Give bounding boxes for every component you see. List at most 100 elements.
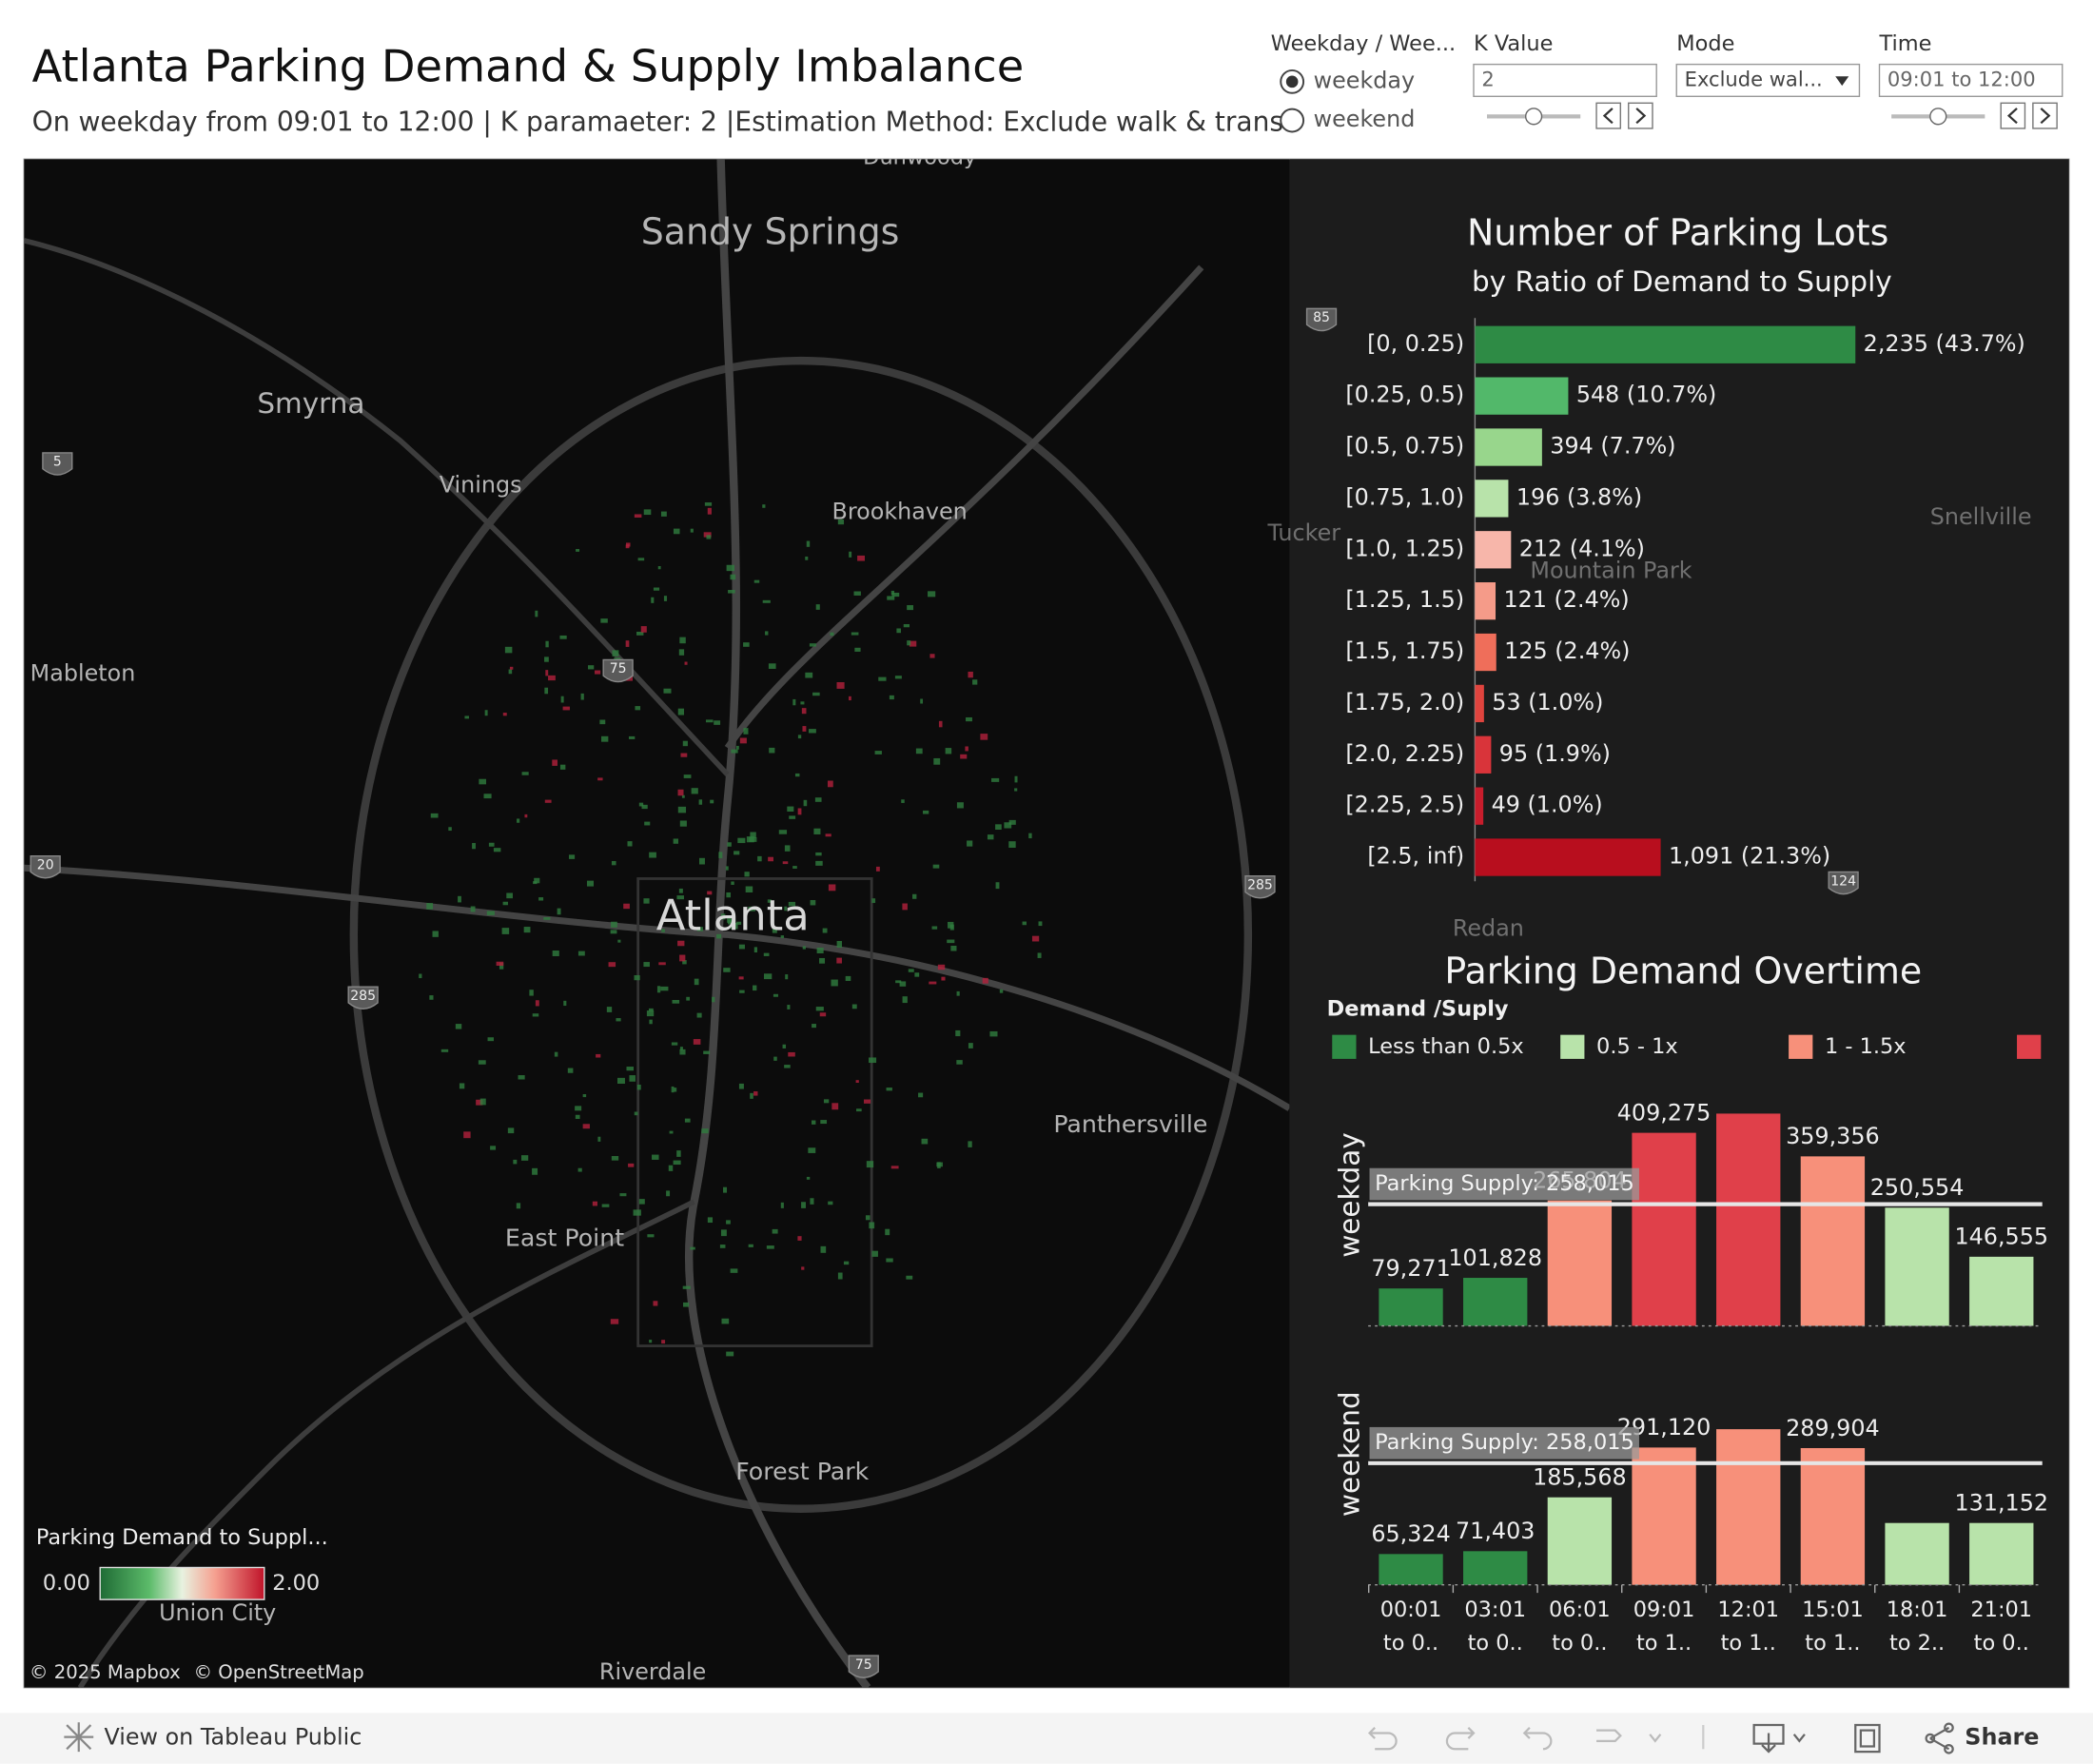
parking-lot-dot xyxy=(433,931,439,936)
step-button[interactable] xyxy=(1629,103,1653,128)
slider-thumb[interactable] xyxy=(1930,108,1946,125)
parking-lot-dot xyxy=(674,838,678,843)
parking-lot-dot xyxy=(545,641,548,648)
legend-label[interactable]: 0.5 - 1x xyxy=(1596,1034,1678,1059)
parking-lot-dot xyxy=(727,842,731,847)
parking-lot-dot xyxy=(876,867,880,872)
legend-swatch[interactable] xyxy=(1560,1035,1584,1059)
parking-lot-dot xyxy=(933,865,940,869)
radio-option[interactable]: weekday xyxy=(1314,67,1416,93)
data-label: 131,152 xyxy=(1954,1490,2048,1517)
parking-lot-dot xyxy=(471,907,476,912)
x-tick-label: 00:01 xyxy=(1380,1597,1442,1622)
y-tick-label: [2.0, 2.25) xyxy=(1345,740,1464,767)
parking-lot-dot xyxy=(683,1286,691,1289)
parking-lot-dot xyxy=(581,694,584,700)
parking-lot-dot xyxy=(429,995,433,1000)
parking-lot-dot xyxy=(903,996,908,1003)
reference-label: Parking Supply: 258,015 xyxy=(1375,1171,1634,1196)
parking-lot-dot xyxy=(595,671,600,675)
radio-button[interactable] xyxy=(1281,109,1303,132)
parking-lot-dot xyxy=(851,632,859,635)
parking-lot-dot xyxy=(634,975,639,980)
legend-swatch[interactable] xyxy=(2017,1035,2041,1059)
parking-lot-dot xyxy=(757,856,762,861)
parking-lot-dot xyxy=(647,1234,654,1237)
step-button[interactable] xyxy=(2033,103,2057,128)
parking-lot-dot xyxy=(946,748,951,754)
parking-lot-dot xyxy=(583,1124,590,1128)
k-value-input[interactable] xyxy=(1474,65,1656,97)
parking-lot-dot xyxy=(651,598,654,603)
parking-lot-dot xyxy=(720,1245,726,1248)
parking-lot-dot xyxy=(543,917,550,920)
parking-lot-dot xyxy=(601,736,608,742)
parking-lot-dot xyxy=(802,726,806,732)
legend-swatch[interactable] xyxy=(1789,1035,1812,1059)
parking-lot-dot xyxy=(626,640,630,647)
parking-lot-dot xyxy=(502,928,510,934)
parking-lot-dot xyxy=(753,986,756,991)
parking-lot-dot xyxy=(488,1037,494,1041)
slider-thumb[interactable] xyxy=(1526,108,1542,125)
parking-lot-dot xyxy=(544,688,548,695)
parking-lot-dot xyxy=(635,706,640,710)
parking-lot-dot xyxy=(820,1246,826,1253)
parking-lot-dot xyxy=(849,552,851,558)
parking-lot-dot xyxy=(559,636,566,639)
legend-label[interactable]: Less than 0.5x xyxy=(1368,1034,1524,1059)
parking-lot-dot xyxy=(972,679,977,684)
x-tick-label: to 0.. xyxy=(1974,1631,2029,1656)
parking-lot-dot xyxy=(941,977,945,981)
parking-lot-dot xyxy=(769,748,774,754)
parking-lot-dot xyxy=(545,800,552,803)
step-button[interactable] xyxy=(1596,103,1620,128)
parking-lot-dot xyxy=(561,696,564,703)
parking-lot-dot xyxy=(912,894,916,899)
parking-lot-dot xyxy=(955,1030,960,1036)
tableau-public-link[interactable]: View on Tableau Public xyxy=(104,1724,362,1751)
parking-lot-dot xyxy=(950,946,956,951)
k-value-label: K Value xyxy=(1474,31,1553,56)
radio-option[interactable]: weekend xyxy=(1314,106,1416,132)
parking-lot-dot xyxy=(1004,822,1011,828)
x-tick-label: to 1.. xyxy=(1805,1631,1860,1656)
parking-lot-dot xyxy=(928,591,935,597)
parking-lot-dot xyxy=(575,1106,581,1110)
parking-lot-dot xyxy=(887,1088,892,1090)
parking-lot-dot xyxy=(798,735,801,738)
parking-lot-dot xyxy=(699,799,702,804)
parking-lot-dot xyxy=(602,1205,610,1207)
bar xyxy=(1632,1447,1695,1584)
parking-lot-dot xyxy=(679,637,685,644)
x-tick-label: to 0.. xyxy=(1468,1631,1523,1656)
bar xyxy=(1969,1523,2033,1585)
share-button[interactable]: Share xyxy=(1965,1724,2039,1751)
parking-lot-dot xyxy=(939,721,943,727)
dashboard-title: Atlanta Parking Demand & Supply Imbalanc… xyxy=(32,41,1025,92)
map-place-label: Sandy Springs xyxy=(641,210,900,252)
parking-lot-dot xyxy=(485,710,488,715)
parking-lot-dot xyxy=(489,843,495,847)
legend-swatch[interactable] xyxy=(1332,1035,1356,1059)
highway-shield-label: 20 xyxy=(37,857,54,872)
parking-lot-dot xyxy=(705,502,712,506)
step-button[interactable] xyxy=(2001,103,2025,128)
parking-lot-dot xyxy=(726,1220,731,1224)
parking-lot-dot xyxy=(503,902,508,905)
parking-lot-dot xyxy=(643,898,649,903)
parking-lot-dot xyxy=(616,1018,620,1021)
legend-label[interactable]: 1 - 1.5x xyxy=(1825,1034,1907,1059)
data-label: 121 (2.4%) xyxy=(1503,586,1629,613)
parking-lot-dot xyxy=(765,631,768,635)
parking-lot-dot xyxy=(854,592,861,596)
mode-value: Exclude wal... xyxy=(1685,67,1823,90)
map-place-label: Panthersville xyxy=(1053,1110,1207,1138)
parking-lot-dot xyxy=(749,1245,753,1247)
parking-lot-dot xyxy=(679,649,684,655)
parking-lot-dot xyxy=(804,800,808,806)
x-tick-label: 15:01 xyxy=(1802,1597,1864,1622)
bar xyxy=(1475,378,1568,415)
data-label: 95 (1.9%) xyxy=(1499,740,1611,767)
parking-lot-dot xyxy=(792,866,797,869)
